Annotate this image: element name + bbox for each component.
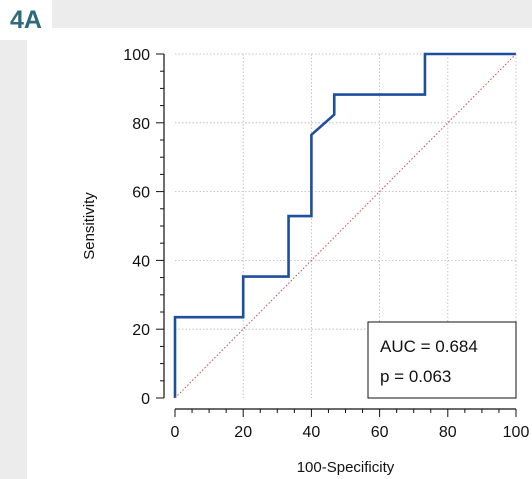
x-tick-label: 0 — [171, 424, 180, 441]
roc-curve-line — [173, 52, 516, 398]
x-tick-label: 40 — [303, 424, 321, 441]
ticks: 0 20 40 60 80 100 0 20 40 60 80 100 — [123, 47, 529, 441]
x-tick-label: 20 — [234, 424, 252, 441]
chart-background — [27, 28, 532, 479]
y-tick-label: 60 — [132, 185, 150, 202]
y-axis-label: Sensitivity — [81, 192, 98, 260]
y-tick-label: 80 — [132, 116, 150, 133]
p-value: p = 0.063 — [380, 367, 451, 386]
panel-label: 4A — [0, 0, 52, 40]
x-tick-label: 80 — [439, 424, 457, 441]
annotation-box — [367, 321, 517, 399]
auc-annotation: AUC = 0.684 p = 0.063 — [367, 321, 517, 399]
y-tick-label: 40 — [132, 253, 150, 270]
y-tick-label: 20 — [132, 322, 150, 339]
series — [173, 52, 517, 399]
reference-diagonal-line — [174, 53, 517, 399]
y-tick-label: 0 — [141, 391, 150, 408]
x-axis-label: 100-Specificity — [297, 459, 395, 476]
x-tick-label: 100 — [503, 424, 530, 441]
auc-value: AUC = 0.684 — [380, 337, 478, 356]
y-tick-label: 100 — [123, 47, 150, 64]
x-tick-label: 60 — [371, 424, 389, 441]
